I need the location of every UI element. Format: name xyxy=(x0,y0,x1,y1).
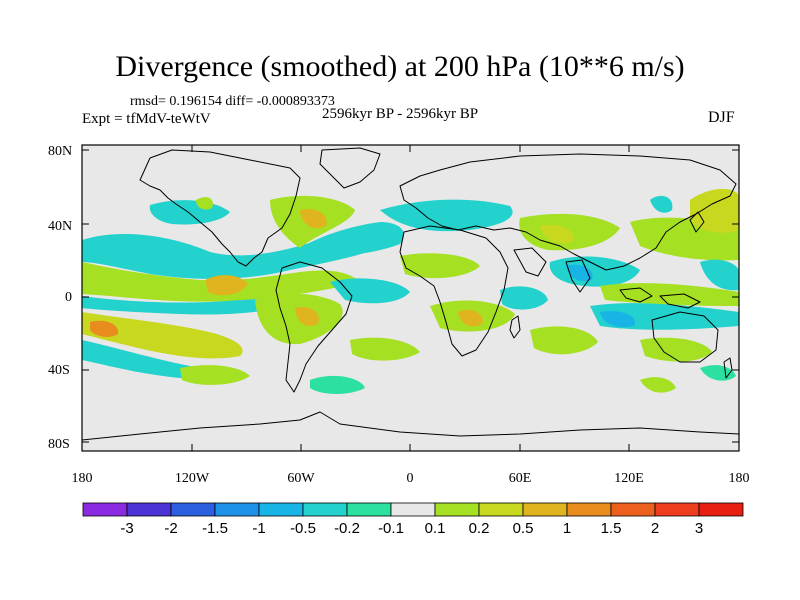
colorbar-swatch xyxy=(566,502,612,517)
pos-region xyxy=(295,306,319,327)
colorbar xyxy=(82,502,744,517)
neg-region xyxy=(82,296,300,315)
pos-region xyxy=(180,365,250,385)
stats-label: rmsd= 0.196154 diff= -0.000893373 xyxy=(130,94,335,109)
pos-region xyxy=(196,197,213,210)
pos-region xyxy=(640,377,676,393)
neg-region xyxy=(700,259,739,291)
plot-area xyxy=(82,145,739,451)
lon-label: 0 xyxy=(407,471,414,486)
colorbar-swatch xyxy=(346,502,392,517)
coastlines xyxy=(82,147,739,441)
neg-region xyxy=(500,286,548,310)
colorbar-label: -0.1 xyxy=(378,520,404,537)
divergence-field xyxy=(82,188,739,394)
neg-region xyxy=(310,375,365,394)
colorbar-label: 0.1 xyxy=(425,520,446,537)
lon-label: 180 xyxy=(729,471,750,486)
colorbar-label: 2 xyxy=(651,520,659,537)
neg-region xyxy=(549,256,640,287)
colorbar-label: 3 xyxy=(695,520,703,537)
colorbar-label: -0.2 xyxy=(334,520,360,537)
colorbar-swatch xyxy=(434,502,480,517)
neg-region xyxy=(300,222,404,258)
colorbar-label: 1.5 xyxy=(601,520,622,537)
colorbar-label: 0.5 xyxy=(513,520,534,537)
neg-region xyxy=(330,278,410,304)
colorbar-swatch xyxy=(214,502,260,517)
colorbar-swatch xyxy=(478,502,524,517)
pos-region xyxy=(690,188,739,233)
lat-axis: 80N 40N 0 40S 80S xyxy=(48,144,72,452)
pos-region xyxy=(350,337,420,361)
colorbar-swatch xyxy=(610,502,656,517)
season-label: DJF xyxy=(708,109,735,126)
pos-region xyxy=(90,320,119,337)
pos-region xyxy=(530,326,598,355)
lon-label: 180 xyxy=(72,471,93,486)
colorbar-swatch xyxy=(170,502,216,517)
colorbar-label: -2 xyxy=(164,520,177,537)
lat-label: 80S xyxy=(48,437,70,452)
axis-ticks xyxy=(81,145,740,451)
lat-label: 40S xyxy=(48,363,70,378)
colorbar-label: -3 xyxy=(120,520,133,537)
colorbar-label: -1 xyxy=(252,520,265,537)
neg-region xyxy=(600,310,636,328)
pos-region xyxy=(300,208,327,229)
colorbar-swatch xyxy=(654,502,700,517)
experiment-label: Expt = tfMdV-teWtV xyxy=(82,111,211,127)
colorbar-swatch xyxy=(390,502,436,517)
map-title: Divergence (smoothed) at 200 hPa (10**6 … xyxy=(115,50,685,83)
colorbar-label: 0.2 xyxy=(469,520,490,537)
lon-label: 120E xyxy=(614,471,644,486)
lat-label: 40N xyxy=(48,219,72,234)
pos-region xyxy=(205,275,248,296)
colorbar-labels: -3 -2 -1.5 -1 -0.5 -0.2 -0.1 0.1 0.2 0.5… xyxy=(120,520,703,537)
pos-region xyxy=(400,253,480,279)
colorbar-swatch xyxy=(698,502,744,517)
lon-label: 60W xyxy=(287,471,315,486)
neg-region xyxy=(380,199,513,232)
colorbar-label: -1.5 xyxy=(202,520,228,537)
period-label: 2596kyr BP - 2596kyr BP xyxy=(322,106,479,122)
pos-region xyxy=(458,309,483,327)
lat-label: 0 xyxy=(65,290,72,305)
colorbar-swatch xyxy=(126,502,172,517)
colorbar-swatch xyxy=(82,502,128,517)
colorbar-swatch xyxy=(258,502,304,517)
neg-region xyxy=(82,226,395,279)
pos-region xyxy=(540,224,574,244)
lat-label: 80N xyxy=(48,144,72,159)
colorbar-swatch xyxy=(302,502,348,517)
pos-region xyxy=(82,312,243,359)
lon-axis: 180 120W 60W 0 60E 120E 180 xyxy=(72,471,750,486)
neg-region xyxy=(650,195,673,213)
colorbar-swatch xyxy=(522,502,568,517)
neg-region xyxy=(82,340,201,379)
lon-label: 120W xyxy=(175,471,210,486)
colorbar-label: -0.5 xyxy=(290,520,316,537)
lon-label: 60E xyxy=(509,471,532,486)
colorbar-label: 1 xyxy=(563,520,571,537)
